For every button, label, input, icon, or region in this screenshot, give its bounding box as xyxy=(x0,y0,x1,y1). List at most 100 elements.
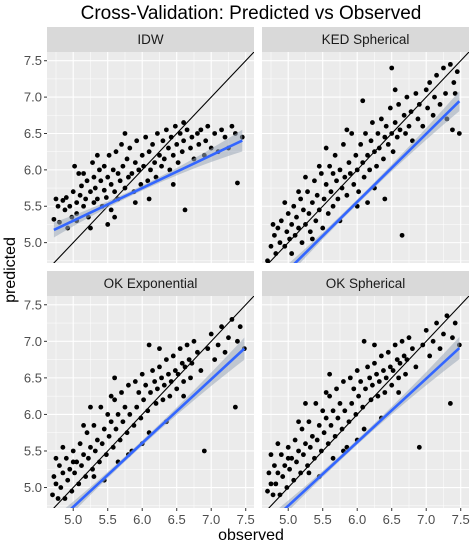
y-tick-label: 7.5 xyxy=(24,297,42,312)
data-point xyxy=(81,422,86,428)
data-point xyxy=(296,189,301,195)
data-point xyxy=(120,163,126,169)
data-point xyxy=(396,375,402,381)
data-point xyxy=(403,371,408,377)
data-point xyxy=(122,404,128,410)
data-point xyxy=(344,192,350,198)
data-point xyxy=(309,236,315,242)
data-point xyxy=(403,131,408,136)
x-tick-label: 6.0 xyxy=(133,512,151,527)
data-point xyxy=(303,441,308,447)
y-tick-label: 5.5 xyxy=(24,443,42,458)
data-point xyxy=(389,65,395,71)
data-point xyxy=(70,189,76,195)
data-point xyxy=(363,131,368,136)
data-point xyxy=(143,382,149,388)
data-point xyxy=(182,207,188,213)
data-point xyxy=(51,474,57,479)
data-point xyxy=(94,437,100,443)
data-point xyxy=(222,349,228,355)
data-point xyxy=(53,455,59,461)
data-point xyxy=(401,112,407,118)
data-point xyxy=(139,152,145,158)
data-point xyxy=(354,368,360,373)
data-point xyxy=(313,401,319,406)
data-point xyxy=(179,149,185,155)
data-point xyxy=(294,459,299,465)
data-point xyxy=(184,342,190,348)
data-point xyxy=(88,404,93,410)
data-point xyxy=(372,149,377,155)
data-point xyxy=(452,320,458,326)
data-point xyxy=(83,474,89,479)
y-tick-label: 6.0 xyxy=(24,162,42,177)
data-point xyxy=(425,105,430,111)
data-point xyxy=(374,163,379,169)
data-point xyxy=(437,346,443,352)
data-point xyxy=(292,232,298,238)
data-point xyxy=(161,156,167,162)
data-point xyxy=(113,149,119,155)
y-tick-label: 6.5 xyxy=(24,370,42,385)
data-point xyxy=(280,474,286,479)
data-point xyxy=(138,415,144,421)
data-point xyxy=(360,98,366,104)
data-point xyxy=(370,120,375,125)
facet-strip-label: KED Spherical xyxy=(322,32,410,47)
data-point xyxy=(237,324,243,330)
data-point xyxy=(77,192,83,198)
data-point xyxy=(188,145,193,151)
data-point xyxy=(334,178,339,184)
data-point xyxy=(229,123,235,129)
data-point xyxy=(382,390,388,395)
data-point xyxy=(181,120,187,125)
data-point xyxy=(456,131,462,136)
data-point xyxy=(323,145,329,151)
data-point xyxy=(282,200,288,206)
data-point xyxy=(170,182,176,187)
data-point xyxy=(447,401,453,406)
data-point xyxy=(112,214,118,220)
data-point xyxy=(57,463,62,468)
data-point xyxy=(219,127,224,133)
data-point xyxy=(330,203,336,209)
data-point xyxy=(289,251,295,256)
data-point xyxy=(108,419,114,425)
data-point xyxy=(301,207,306,213)
data-point xyxy=(94,152,100,158)
data-point xyxy=(318,171,324,176)
data-point xyxy=(305,189,310,195)
data-point xyxy=(278,218,284,224)
data-point xyxy=(392,120,398,125)
data-point xyxy=(159,163,164,169)
data-point xyxy=(285,211,291,216)
facet-panels: IDW 5.0 5.5 6.0 6.5 7.0 7.5 KED Spherical OK Exp… xyxy=(24,27,470,527)
y-tick-label: 7.0 xyxy=(24,90,42,105)
data-point xyxy=(91,200,97,206)
data-point xyxy=(90,466,95,472)
data-point xyxy=(344,127,350,133)
data-point xyxy=(347,375,353,381)
data-point xyxy=(320,408,326,414)
data-point xyxy=(392,87,398,93)
confidence-ribbon xyxy=(53,129,243,238)
data-point xyxy=(63,195,69,200)
data-point xyxy=(432,94,437,100)
data-point xyxy=(294,214,299,220)
y-tick-label: 5.0 xyxy=(24,235,42,250)
data-point xyxy=(406,123,412,129)
data-point xyxy=(327,393,333,399)
data-point xyxy=(167,393,173,399)
data-point xyxy=(383,123,389,129)
data-point xyxy=(198,127,204,133)
data-point xyxy=(270,492,276,498)
data-point xyxy=(191,338,197,344)
data-point xyxy=(72,470,77,476)
data-point xyxy=(79,183,84,189)
data-point xyxy=(189,134,195,140)
data-point xyxy=(390,149,396,155)
data-point xyxy=(277,492,283,498)
data-point xyxy=(389,382,395,388)
data-point xyxy=(332,433,338,439)
data-point xyxy=(368,397,374,403)
